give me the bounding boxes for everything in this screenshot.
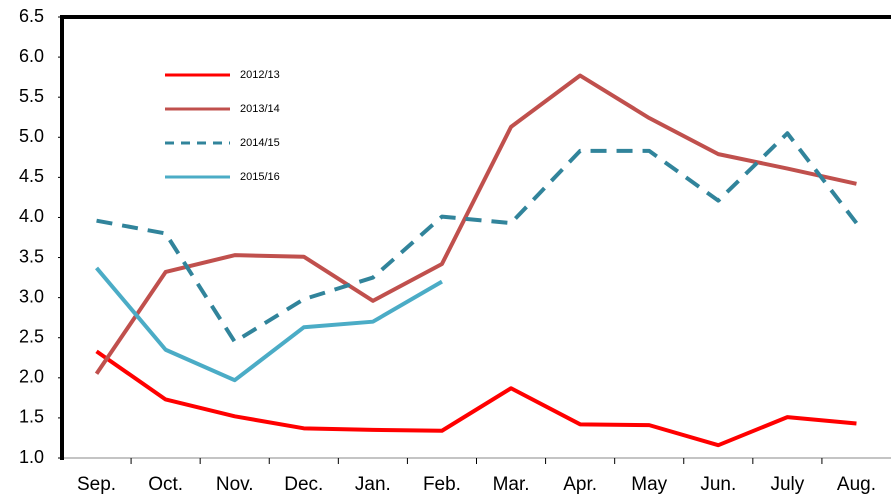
x-tick-label: Jan. [355,474,391,495]
line-series [95,266,443,383]
y-tick-label: 2.0 [19,367,44,387]
legend-label: 2015/16 [240,171,280,183]
y-tick-label: 2.5 [19,326,44,346]
x-tick-label: Sep. [77,474,116,495]
legend-label: 2013/14 [240,103,280,115]
y-tick-label: 6.5 [19,6,44,26]
y-tick-label: 1.0 [19,447,44,467]
y-tick-label: 5.5 [19,86,44,106]
y-tick-label: 5.0 [19,126,44,146]
line-series [94,73,857,375]
x-tick-label: Dec. [284,474,323,495]
x-tick-label: Feb. [423,474,461,495]
line-series [95,349,857,448]
legend-label: 2012/13 [240,69,280,81]
x-tick-label: May [631,474,667,495]
x-tick-label: Nov. [216,474,254,495]
x-tick-label: Aug. [837,474,876,495]
legend-label: 2014/15 [240,137,280,149]
x-tick-label: Apr. [563,474,597,495]
x-tick-label: Mar. [493,474,530,495]
x-tick-label: Jun. [700,474,736,495]
y-tick-label: 6.0 [19,46,44,66]
y-tick-label: 4.0 [19,206,44,226]
line-series [96,131,859,344]
y-tick-label: 3.0 [19,286,44,306]
x-tick-label: July [770,474,804,495]
x-tick-label: Oct. [148,474,183,495]
y-tick-label: 4.5 [19,166,44,186]
y-tick-label: 3.5 [19,246,44,266]
y-tick-label: 1.5 [19,407,44,427]
